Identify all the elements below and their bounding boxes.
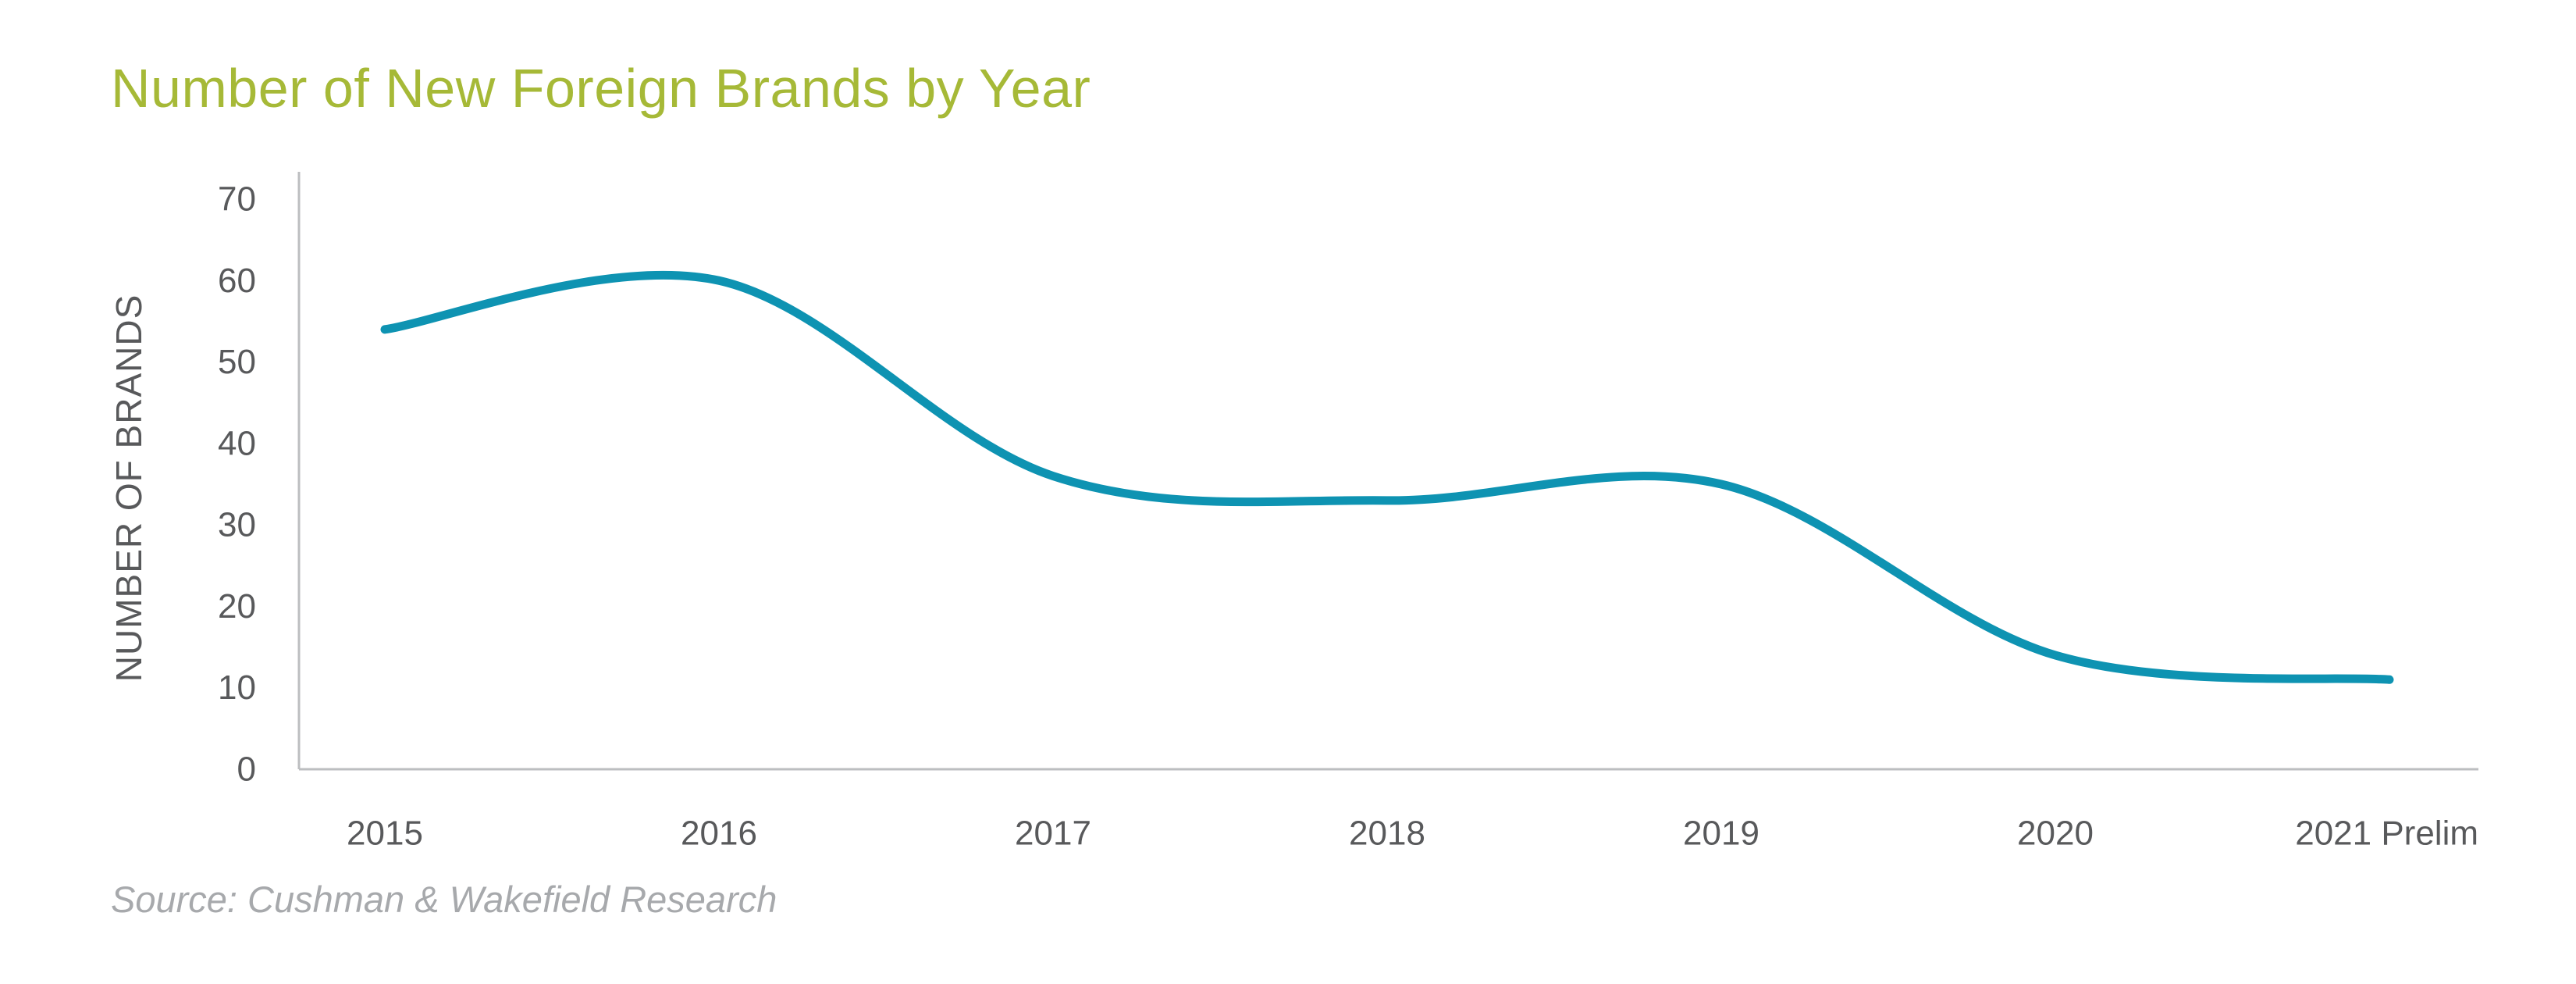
x-tick-label: 2019 xyxy=(1683,815,1759,853)
x-tick-label: 2015 xyxy=(347,815,423,853)
chart-axes xyxy=(297,172,2478,771)
y-tick-label: 20 xyxy=(218,587,256,626)
y-tick-labels: 0 10 20 30 40 50 60 70 xyxy=(218,180,256,789)
y-tick-label: 10 xyxy=(218,668,256,707)
x-tick-label: 2018 xyxy=(1349,815,1425,853)
y-tick-label: 40 xyxy=(218,424,256,462)
x-tick-labels: 2015 2016 2017 2018 2019 2020 2021 Prelim xyxy=(347,815,2478,853)
series-line xyxy=(380,270,2394,684)
chart-title: Number of New Foreign Brands by Year xyxy=(111,58,1091,119)
x-tick-label: 2017 xyxy=(1015,815,1091,853)
y-tick-label: 30 xyxy=(218,506,256,544)
y-tick-label: 70 xyxy=(218,180,256,219)
y-axis-title-group: NUMBER OF BRANDS xyxy=(109,294,149,682)
y-tick-label: 50 xyxy=(218,343,256,381)
chart-source: Source: Cushman & Wakefield Research xyxy=(111,879,777,920)
series-lines xyxy=(380,270,2394,684)
y-tick-label: 0 xyxy=(237,750,256,789)
x-tick-label: 2016 xyxy=(681,815,757,853)
x-tick-label: 2020 xyxy=(2017,815,2094,853)
y-axis-title: NUMBER OF BRANDS xyxy=(109,294,149,682)
y-tick-label: 60 xyxy=(218,262,256,300)
x-tick-label: 2021 Prelim xyxy=(2295,815,2478,853)
